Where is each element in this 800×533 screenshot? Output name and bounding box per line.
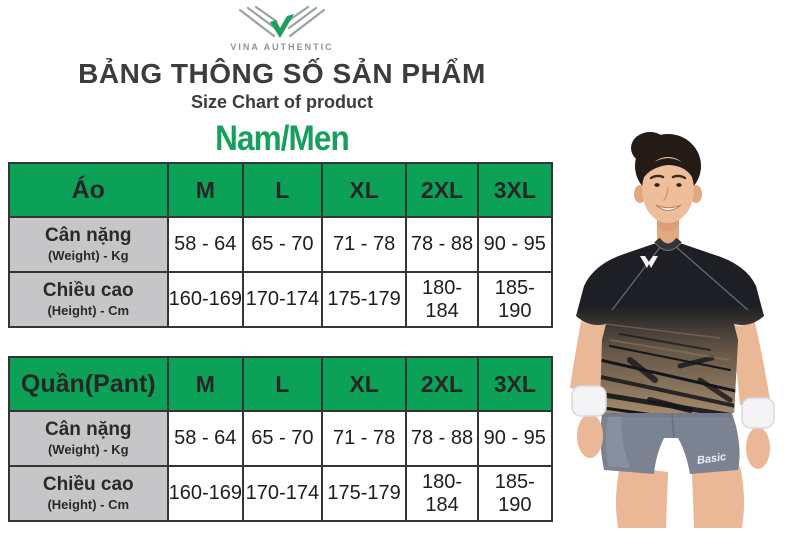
shirt-bottom-pattern (576, 306, 764, 413)
pant-category-header: Quần(Pant) (8, 356, 169, 412)
pant-table-header-row: Quần(Pant) M L XL 2XL 3XL (8, 356, 554, 412)
right-wristband (741, 397, 775, 429)
model-head (631, 132, 702, 223)
cell-value: 180-184 (405, 465, 479, 522)
cell-value: 78 - 88 (405, 216, 479, 273)
smile (655, 204, 682, 211)
size-header-l: L (242, 162, 323, 218)
model-shirt (576, 237, 764, 413)
table-row-height: Chiều cao (Height) - Cm 160-169 170-174 … (8, 271, 554, 328)
brand-logo (0, 5, 564, 44)
cell-value: 78 - 88 (405, 410, 479, 467)
cell-value: 170-174 (242, 465, 323, 522)
cell-value: 180-184 (405, 271, 479, 328)
model-arms (570, 316, 770, 405)
collar-piping (654, 242, 682, 251)
table-row-height: Chiều cao (Height) - Cm 160-169 170-174 … (8, 465, 554, 522)
right-raglan-seam (674, 245, 749, 311)
winged-v-logo-icon (238, 5, 326, 38)
model-legs (615, 466, 745, 528)
row-label-height: Chiều cao (Height) - Cm (8, 465, 169, 522)
model-illustration: Basic (570, 132, 775, 528)
cell-value: 170-174 (242, 271, 323, 328)
right-eyebrow (671, 174, 687, 180)
hair-quiff (631, 132, 669, 164)
shorts-crease (671, 412, 675, 439)
cell-value: 58 - 64 (166, 216, 245, 273)
cell-value: 160-169 (166, 465, 245, 522)
cell-value: 90 - 95 (476, 410, 554, 467)
shorts-highlight (606, 416, 630, 468)
cell-value: 90 - 95 (476, 216, 554, 273)
cell-value: 65 - 70 (242, 410, 323, 467)
size-header-m: M (166, 162, 245, 218)
size-header-l: L (242, 356, 323, 412)
size-header-3xl: 3XL (476, 162, 554, 218)
page-header: VINA AUTHENTIC BẢNG THÔNG SỐ SẢN PHẨM Si… (0, 0, 564, 159)
model-photo: Basic (560, 110, 800, 528)
size-header-xl: XL (320, 356, 408, 412)
size-header-2xl: 2XL (405, 356, 479, 412)
cell-value: 65 - 70 (242, 216, 323, 273)
size-header-m: M (166, 356, 245, 412)
collar (654, 237, 682, 251)
row-label-weight: Cân nặng (Weight) - Kg (8, 410, 169, 467)
left-wristband (571, 385, 607, 417)
cell-value: 58 - 64 (166, 410, 245, 467)
size-header-2xl: 2XL (405, 162, 479, 218)
left-hand (577, 414, 603, 458)
gender-label: Nam/Men (215, 119, 350, 158)
shirt-category-header: Áo (8, 162, 169, 218)
brand-name: VINA AUTHENTIC (230, 42, 334, 52)
table-row-weight: Cân nặng (Weight) - Kg 58 - 64 65 - 70 7… (8, 216, 554, 273)
right-hand (746, 427, 770, 469)
shirt-size-table: Áo M L XL 2XL 3XL Cân nặng (Weight) - Kg… (8, 162, 554, 328)
table-row-weight: Cân nặng (Weight) - Kg 58 - 64 65 - 70 7… (8, 410, 554, 467)
row-label-height: Chiều cao (Height) - Cm (8, 271, 169, 328)
model-shorts: Basic (600, 412, 740, 474)
nose (663, 187, 669, 201)
left-eye (654, 183, 660, 187)
shirt-table-header-row: Áo M L XL 2XL 3XL (8, 162, 554, 218)
cell-value: 185-190 (476, 465, 554, 522)
shirt-v-logo-icon (640, 256, 658, 268)
right-eye (676, 183, 682, 187)
hair-fringe (642, 158, 694, 180)
shorts-waistband (602, 413, 732, 417)
left-eyebrow (649, 174, 665, 180)
pant-size-table: Quần(Pant) M L XL 2XL 3XL Cân nặng (Weig… (8, 356, 554, 522)
row-label-weight: Cân nặng (Weight) - Kg (8, 216, 169, 273)
page-subtitle: Size Chart of product (190, 92, 373, 112)
cell-value: 71 - 78 (320, 216, 408, 273)
cell-value: 175-179 (320, 271, 408, 328)
cell-value: 71 - 78 (320, 410, 408, 467)
size-header-xl: XL (320, 162, 408, 218)
shorts-brand-text: Basic (696, 451, 727, 467)
green-check-icon (270, 14, 294, 38)
cell-value: 160-169 (166, 271, 245, 328)
size-header-3xl: 3XL (476, 356, 554, 412)
page-title: BẢNG THÔNG SỐ SẢN PHẨM (78, 58, 486, 89)
model-hands (571, 385, 775, 469)
cell-value: 175-179 (320, 465, 408, 522)
cell-value: 185-190 (476, 271, 554, 328)
